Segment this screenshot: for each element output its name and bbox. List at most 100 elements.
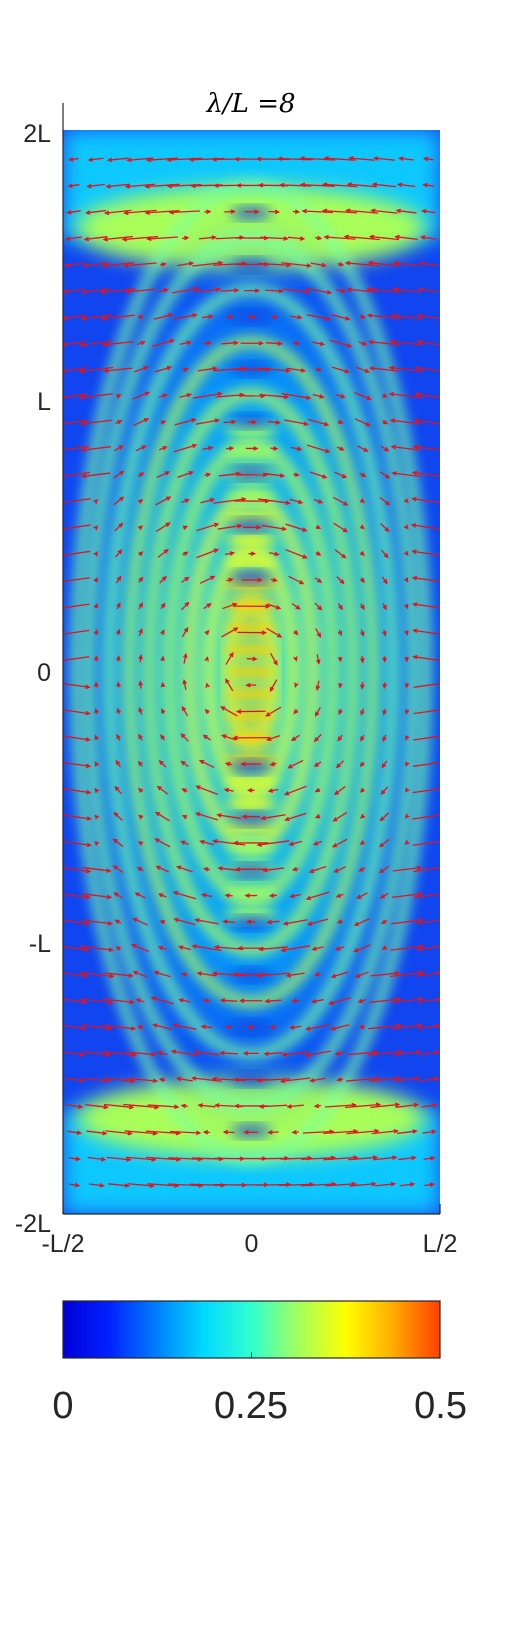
node-spot bbox=[231, 258, 271, 272]
vector-arrow bbox=[257, 946, 288, 952]
vector-arrow bbox=[314, 787, 321, 793]
vector-arrow bbox=[337, 734, 343, 742]
vector-arrow bbox=[335, 760, 345, 769]
vector-arrow bbox=[63, 682, 91, 690]
vector-arrow bbox=[153, 970, 171, 978]
vector-arrow bbox=[138, 680, 143, 689]
vector-arrow bbox=[390, 944, 425, 951]
vector-arrow bbox=[371, 1128, 399, 1135]
vector-arrow bbox=[113, 811, 123, 821]
vector-arrow bbox=[138, 706, 143, 715]
vector-arrow bbox=[160, 655, 165, 662]
colorbar: 0 0.25 0.5 bbox=[52, 1300, 467, 1427]
vector-arrow bbox=[160, 681, 166, 688]
vector-arrow bbox=[299, 182, 335, 188]
vector-arrow bbox=[336, 919, 343, 924]
vector-arrow bbox=[219, 998, 238, 1003]
vector-arrow bbox=[391, 996, 424, 1004]
vector-arrow bbox=[287, 759, 304, 769]
vector-arrow bbox=[224, 209, 236, 214]
vector-arrow bbox=[244, 209, 260, 215]
vector-arrow bbox=[337, 603, 344, 611]
vector-arrow bbox=[79, 419, 112, 426]
vector-arrow bbox=[67, 1130, 83, 1136]
vector-arrow bbox=[404, 603, 409, 610]
vector-arrow bbox=[423, 1155, 436, 1161]
vector-arrow bbox=[63, 893, 91, 900]
vector-arrow bbox=[360, 734, 365, 742]
vector-arrow bbox=[88, 1183, 105, 1188]
vector-arrow bbox=[194, 812, 219, 821]
vector-arrow bbox=[244, 893, 258, 898]
vector-arrow bbox=[369, 997, 402, 1003]
node-spot bbox=[231, 1124, 271, 1138]
vector-arrow bbox=[205, 682, 210, 688]
vector-arrow bbox=[286, 1104, 304, 1109]
vector-arrow bbox=[158, 393, 168, 398]
vector-arrow bbox=[63, 972, 89, 979]
vector-arrow bbox=[315, 628, 322, 638]
vector-arrow bbox=[138, 499, 144, 504]
vector-arrow bbox=[137, 525, 144, 531]
vector-arrow bbox=[371, 182, 397, 188]
vector-arrow bbox=[414, 917, 440, 925]
node-spot bbox=[231, 466, 271, 480]
vector-arrow bbox=[93, 499, 99, 505]
vector-arrow bbox=[359, 840, 365, 845]
vector-arrow bbox=[266, 627, 283, 638]
vector-arrow bbox=[246, 788, 255, 793]
vector-arrow bbox=[359, 787, 365, 793]
vector-arrow bbox=[370, 1102, 401, 1109]
vector-arrow bbox=[416, 970, 440, 977]
vector-arrow bbox=[179, 393, 193, 398]
vector-arrow bbox=[93, 655, 99, 662]
vector-arrow bbox=[257, 367, 291, 373]
vector-arrow bbox=[335, 393, 346, 399]
vector-arrow bbox=[232, 735, 270, 741]
vector-arrow bbox=[121, 235, 159, 242]
vector-arrow bbox=[181, 601, 190, 611]
vector-arrow bbox=[237, 945, 265, 951]
vector-arrow bbox=[265, 341, 284, 346]
vector-arrow bbox=[63, 998, 88, 1005]
vector-arrow bbox=[219, 1050, 238, 1056]
vector-arrow bbox=[404, 709, 410, 715]
vector-arrow bbox=[285, 972, 305, 978]
vector-arrow bbox=[161, 708, 166, 714]
vector-field bbox=[63, 156, 440, 1188]
vector-arrow bbox=[156, 785, 169, 795]
vector-arrow bbox=[405, 761, 410, 767]
vector-arrow bbox=[268, 209, 281, 215]
vector-arrow bbox=[80, 472, 111, 479]
vector-arrow bbox=[155, 496, 172, 506]
vector-arrow bbox=[63, 735, 91, 742]
vector-arrow bbox=[160, 420, 167, 425]
vector-arrow bbox=[359, 551, 365, 557]
vector-arrow bbox=[63, 919, 91, 926]
vector-arrow bbox=[115, 628, 121, 636]
vector-arrow bbox=[114, 919, 122, 924]
vector-arrow bbox=[334, 1051, 345, 1056]
vector-arrow bbox=[180, 972, 188, 977]
vector-arrow bbox=[84, 209, 107, 215]
vector-arrow bbox=[420, 1076, 440, 1082]
vector-arrow bbox=[159, 575, 167, 584]
vector-arrow bbox=[177, 471, 195, 478]
vector-arrow bbox=[288, 1025, 302, 1030]
vector-arrow bbox=[197, 1103, 216, 1108]
vector-arrow bbox=[115, 575, 122, 584]
vector-arrow bbox=[242, 1051, 259, 1056]
vector-arrow bbox=[114, 445, 124, 452]
colorbar-tick-label: 0.5 bbox=[414, 1385, 467, 1427]
vector-arrow bbox=[412, 814, 440, 820]
vector-arrow bbox=[357, 998, 367, 1004]
node-spot bbox=[231, 812, 271, 826]
vector-arrow bbox=[360, 708, 365, 716]
vector-arrow bbox=[257, 498, 291, 506]
node-spot bbox=[231, 206, 271, 220]
vector-arrow bbox=[224, 1024, 233, 1030]
vector-arrow bbox=[137, 841, 144, 846]
vector-arrow bbox=[338, 683, 343, 689]
vector-arrow bbox=[156, 471, 171, 479]
